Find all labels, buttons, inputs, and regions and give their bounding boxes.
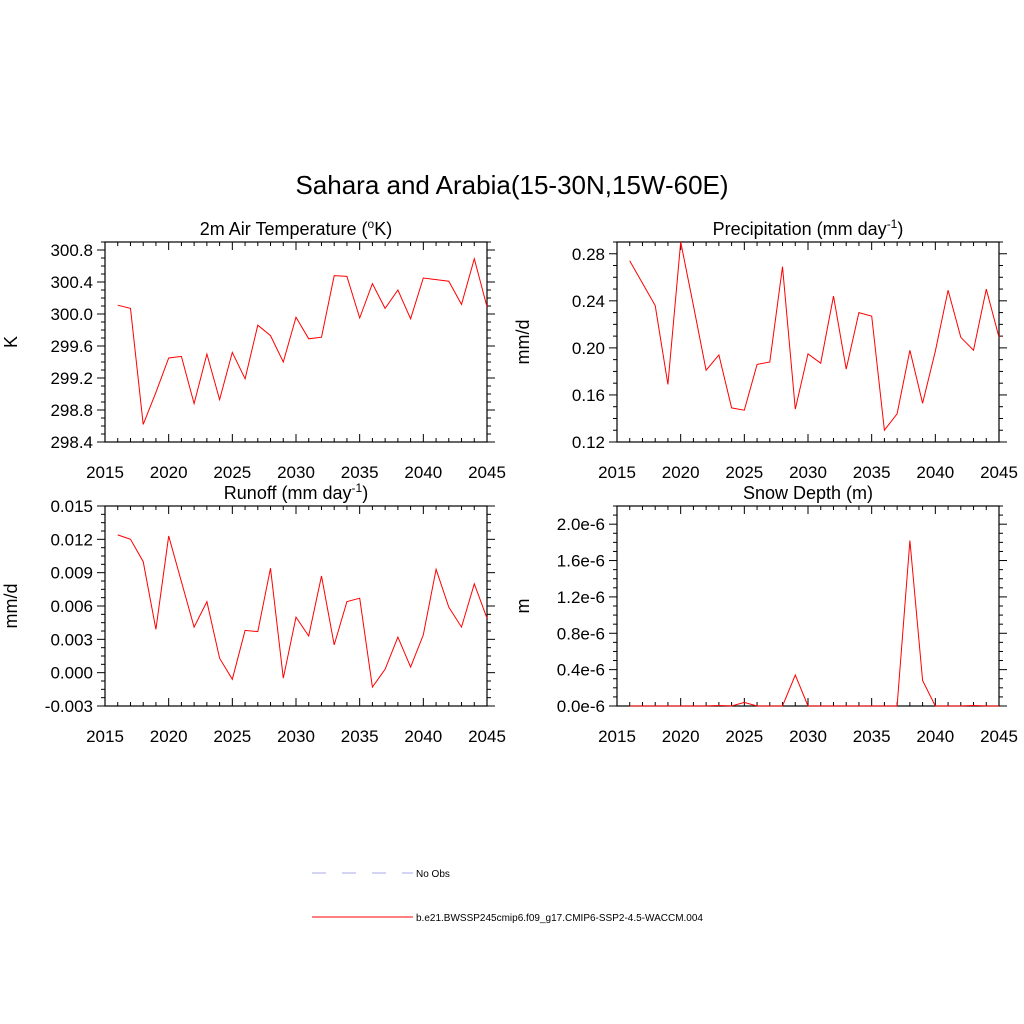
y-tick-label: 0.0e-6 <box>557 697 605 716</box>
y-tick-label: 1.2e-6 <box>557 588 605 607</box>
series-line <box>117 534 488 689</box>
panel-title: Snow Depth (m) <box>743 483 873 503</box>
x-tick-label: 2045 <box>468 727 506 746</box>
y-tick-label: 298.8 <box>50 401 93 420</box>
legend-label: b.e21.BWSSP245cmip6.f09_g17.CMIP6-SSP2-4… <box>416 913 703 924</box>
series-line <box>629 241 1000 432</box>
legend: No Obs b.e21.BWSSP245cmip6.f09_g17.CMIP6-… <box>312 869 703 924</box>
y-tick-label: 0.009 <box>50 564 93 583</box>
x-tick-label: 2015 <box>598 727 636 746</box>
series-line <box>629 540 999 707</box>
x-tick-label: 2045 <box>980 463 1018 482</box>
y-tick-label: 300.0 <box>50 305 93 324</box>
plot-frame <box>616 505 1000 707</box>
x-tick-label: 2030 <box>277 463 315 482</box>
x-tick-label: 2015 <box>598 463 636 482</box>
y-tick-label: 0.4e-6 <box>557 661 605 680</box>
y-tick-label: 0.006 <box>50 597 93 616</box>
x-tick-label: 2035 <box>853 727 891 746</box>
y-tick-label: 0.12 <box>572 433 605 452</box>
y-tick-label: 300.4 <box>50 273 93 292</box>
x-tick-label: 2040 <box>916 463 954 482</box>
x-tick-label: 2025 <box>725 463 763 482</box>
x-tick-label: 2020 <box>662 463 700 482</box>
y-tick-label: 298.4 <box>50 433 93 452</box>
panel-title: Precipitation (mm day-1) <box>713 217 904 239</box>
panel-title: Runoff (mm day-1) <box>224 481 368 503</box>
y-tick-label: 0.8e-6 <box>557 624 605 643</box>
plot-frame <box>104 505 488 707</box>
plot-frame <box>616 241 1000 443</box>
x-tick-label: 2035 <box>853 463 891 482</box>
y-tick-label: 299.2 <box>50 369 93 388</box>
y-tick-label: 1.6e-6 <box>557 552 605 571</box>
chart-panel-0: 2m Air Temperature (oK) K 2015 2020 2025 2030… <box>1 217 506 482</box>
y-tick-label: 0.012 <box>50 530 93 549</box>
x-tick-label: 2020 <box>150 463 188 482</box>
chart-panel-1: Precipitation (mm day-1) mm/d 2015 2020 2025… <box>513 217 1018 482</box>
legend-label: No Obs <box>416 869 450 880</box>
x-tick-label: 2045 <box>980 727 1018 746</box>
x-tick-label: 2035 <box>341 463 379 482</box>
y-axis-label: mm/d <box>513 320 533 365</box>
y-tick-label: 0.20 <box>572 339 605 358</box>
series-line <box>117 256 488 425</box>
x-tick-label: 2030 <box>789 727 827 746</box>
plot-frame <box>104 241 488 443</box>
x-tick-label: 2040 <box>404 463 442 482</box>
y-tick-label: -0.003 <box>45 697 93 716</box>
x-tick-label: 2015 <box>86 727 124 746</box>
y-tick-label: 0.28 <box>572 245 605 264</box>
x-tick-label: 2040 <box>404 727 442 746</box>
x-tick-label: 2025 <box>725 727 763 746</box>
x-tick-label: 2020 <box>150 727 188 746</box>
chart-panel-2: Runoff (mm day-1) mm/d 2015 2020 2025 2030 203… <box>1 481 506 746</box>
panel-title: 2m Air Temperature (oK) <box>200 217 392 239</box>
chart-panel-3: Snow Depth (m) m 2015 2020 2025 2030 2035 2040 2… <box>513 483 1018 746</box>
x-tick-label: 2020 <box>662 727 700 746</box>
x-tick-label: 2045 <box>468 463 506 482</box>
y-tick-label: 0.000 <box>50 664 93 683</box>
x-tick-label: 2040 <box>916 727 954 746</box>
x-tick-label: 2015 <box>86 463 124 482</box>
y-tick-label: 0.015 <box>50 497 93 516</box>
y-tick-label: 0.24 <box>572 292 605 311</box>
y-tick-label: 0.003 <box>50 630 93 649</box>
y-tick-label: 299.6 <box>50 337 93 356</box>
y-tick-label: 2.0e-6 <box>557 515 605 534</box>
x-tick-label: 2025 <box>213 463 251 482</box>
x-tick-label: 2030 <box>789 463 827 482</box>
y-axis-label: K <box>1 336 21 348</box>
figure-title: Sahara and Arabia(15-30N,15W-60E) <box>295 170 729 200</box>
y-axis-label: mm/d <box>1 584 21 629</box>
x-tick-label: 2030 <box>277 727 315 746</box>
y-axis-label: m <box>513 599 533 614</box>
y-tick-label: 300.8 <box>50 241 93 260</box>
x-tick-label: 2035 <box>341 727 379 746</box>
y-tick-label: 0.16 <box>572 386 605 405</box>
x-tick-label: 2025 <box>213 727 251 746</box>
